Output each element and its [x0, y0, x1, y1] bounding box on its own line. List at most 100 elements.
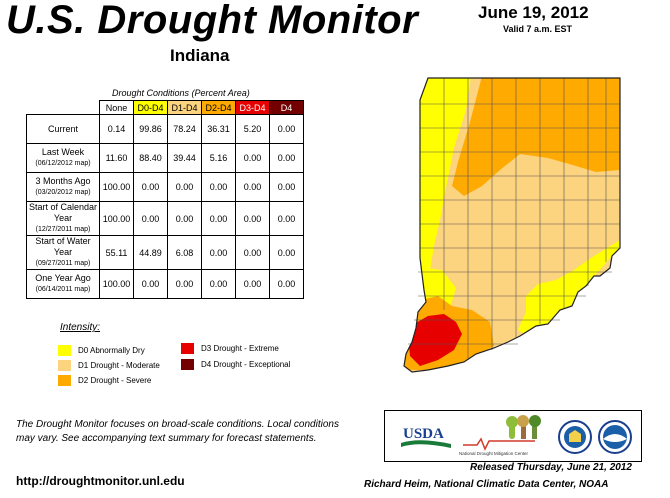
usda-logo-text: USDA	[403, 426, 444, 442]
partner-logos-box: USDA National Drought Mitigation Center	[384, 410, 642, 462]
legend-swatch	[181, 359, 194, 370]
row-label: 3 Months Ago (03/20/2012 map)	[26, 172, 100, 202]
disclaimer-note: The Drought Monitor focuses on broad-sca…	[16, 419, 339, 444]
legend-swatch	[58, 375, 71, 386]
table-cell: 0.00	[269, 114, 304, 144]
legend-item-d2: D2 Drought - Severe	[58, 375, 151, 386]
usda-swoosh-icon	[401, 440, 451, 448]
drought-areas	[404, 78, 620, 372]
table-row: Current 0.14 99.86 78.24 36.31 5.20 0.00	[26, 114, 304, 144]
column-header: D3-D4	[235, 100, 270, 115]
table-cell: 55.11	[99, 235, 134, 270]
table-cell: 0.00	[235, 235, 270, 270]
table-row: Start of Water Year (09/27/2011 map) 55.11…	[26, 235, 304, 270]
table-cell: 99.86	[133, 114, 168, 144]
row-label: Last Week (06/12/2012 map)	[26, 143, 100, 173]
legend-swatch	[58, 345, 71, 356]
table-cell: 88.40	[133, 143, 168, 173]
table-cell: 0.00	[201, 172, 236, 202]
indiana-drought-map	[403, 77, 621, 373]
table-cell: 0.00	[201, 235, 236, 270]
row-label-text: Last Week	[41, 147, 85, 157]
legend-label: D1 Drought - Moderate	[78, 361, 160, 370]
table-corner	[27, 101, 100, 115]
table-cell: 0.00	[235, 172, 270, 202]
table-cell: 0.00	[167, 269, 202, 299]
map-date: June 19, 2012	[478, 3, 589, 22]
table-row: 3 Months Ago (03/20/2012 map) 100.00 0.00 0.…	[26, 172, 304, 202]
row-label-date: (09/27/2011 map)	[35, 260, 91, 267]
table-cell: 6.08	[167, 235, 202, 270]
table-cell: 11.60	[99, 143, 134, 173]
table-cell: 44.89	[133, 235, 168, 270]
legend-item-d1: D1 Drought - Moderate	[58, 360, 160, 371]
table-cell: 0.00	[269, 269, 304, 299]
table-cell: 100.00	[99, 201, 134, 236]
ndmc-logo: National Drought Mitigation Center	[459, 415, 541, 456]
table-cell: 0.00	[269, 201, 304, 236]
table-cell: 0.00	[201, 269, 236, 299]
legend-swatch	[181, 343, 194, 354]
table-cell: 0.00	[269, 235, 304, 270]
legend-item-d4: D4 Drought - Exceptional	[181, 359, 290, 370]
row-label: Start of Calendar Year (12/27/2011 map)	[26, 201, 100, 236]
table-header-row: None D0-D4 D1-D4 D2-D4 D3-D4 D4	[27, 100, 304, 115]
table-cell: 5.16	[201, 143, 236, 173]
county-lines-vertical	[443, 78, 607, 360]
legend-label: D4 Drought - Exceptional	[201, 360, 291, 369]
website-link[interactable]: http://droughtmonitor.unl.edu	[16, 474, 185, 488]
row-label: Current	[26, 114, 100, 144]
commerce-seal-icon	[558, 420, 592, 454]
state-outline	[403, 77, 621, 373]
table-cell: 0.00	[235, 269, 270, 299]
table-row: One Year Ago (06/14/2011 map) 100.00 0.00 0.…	[26, 269, 304, 299]
row-label: Start of Water Year (09/27/2011 map)	[26, 235, 100, 270]
noaa-seal-icon	[598, 420, 632, 454]
table-cell: 0.00	[133, 172, 168, 202]
row-label-date: (12/27/2011 map)	[35, 226, 91, 233]
d0-area-southeast	[518, 240, 620, 336]
column-header: D4	[269, 100, 304, 115]
release-date: Released Thursday, June 21, 2012	[470, 462, 632, 473]
column-header: D1-D4	[167, 100, 202, 115]
row-label-date: (03/20/2012 map)	[35, 189, 91, 196]
drought-line-icon	[463, 437, 535, 451]
legend-label: D3 Drought - Extreme	[201, 344, 279, 353]
row-label-date: (06/14/2011 map)	[35, 286, 91, 293]
ndmc-logo-text: National Drought Mitigation Center	[459, 451, 529, 456]
table-cell: 0.00	[235, 143, 270, 173]
table-cell: 0.14	[99, 114, 134, 144]
table-cell: 5.20	[235, 114, 270, 144]
table-cell: 0.00	[269, 143, 304, 173]
d3-area-southwest	[408, 314, 462, 366]
valid-time: Valid 7 a.m. EST	[503, 24, 573, 34]
legend-label: D0 Abnormally Dry	[78, 346, 145, 355]
row-label-date: (06/12/2012 map)	[35, 160, 91, 167]
table-cell: 78.24	[167, 114, 202, 144]
table-cell: 100.00	[99, 269, 134, 299]
partner-logos: USDA National Drought Mitigation Center	[401, 415, 632, 456]
legend-title: Intensity:	[60, 322, 101, 333]
table-cell: 0.00	[133, 201, 168, 236]
table-cell: 0.00	[235, 201, 270, 236]
county-grid	[408, 78, 620, 360]
author-credit: Richard Heim, National Climatic Data Cen…	[364, 479, 609, 490]
row-label-text: Start of Water Year	[35, 236, 91, 257]
row-label-text: Current	[47, 123, 78, 134]
table-cell: 0.00	[269, 172, 304, 202]
table-cell: 39.44	[167, 143, 202, 173]
column-header: D0-D4	[133, 100, 168, 115]
column-header: D2-D4	[201, 100, 236, 115]
row-label-text: 3 Months Ago	[35, 176, 91, 186]
drought-conditions-table: None D0-D4 D1-D4 D2-D4 D3-D4 D4 Current 0…	[26, 100, 304, 299]
column-header: None	[99, 100, 134, 115]
table-cell: 0.00	[133, 269, 168, 299]
table-cell: 0.00	[201, 201, 236, 236]
table-cell: 0.00	[167, 201, 202, 236]
legend-item-d3: D3 Drought - Extreme	[181, 343, 279, 354]
row-label-text: Start of Calendar Year	[28, 202, 98, 223]
table-cell: 100.00	[99, 172, 134, 202]
state-subtitle: Indiana	[170, 46, 230, 65]
county-lines-horizontal	[408, 103, 620, 345]
table-caption: Drought Conditions (Percent Area)	[112, 88, 250, 98]
